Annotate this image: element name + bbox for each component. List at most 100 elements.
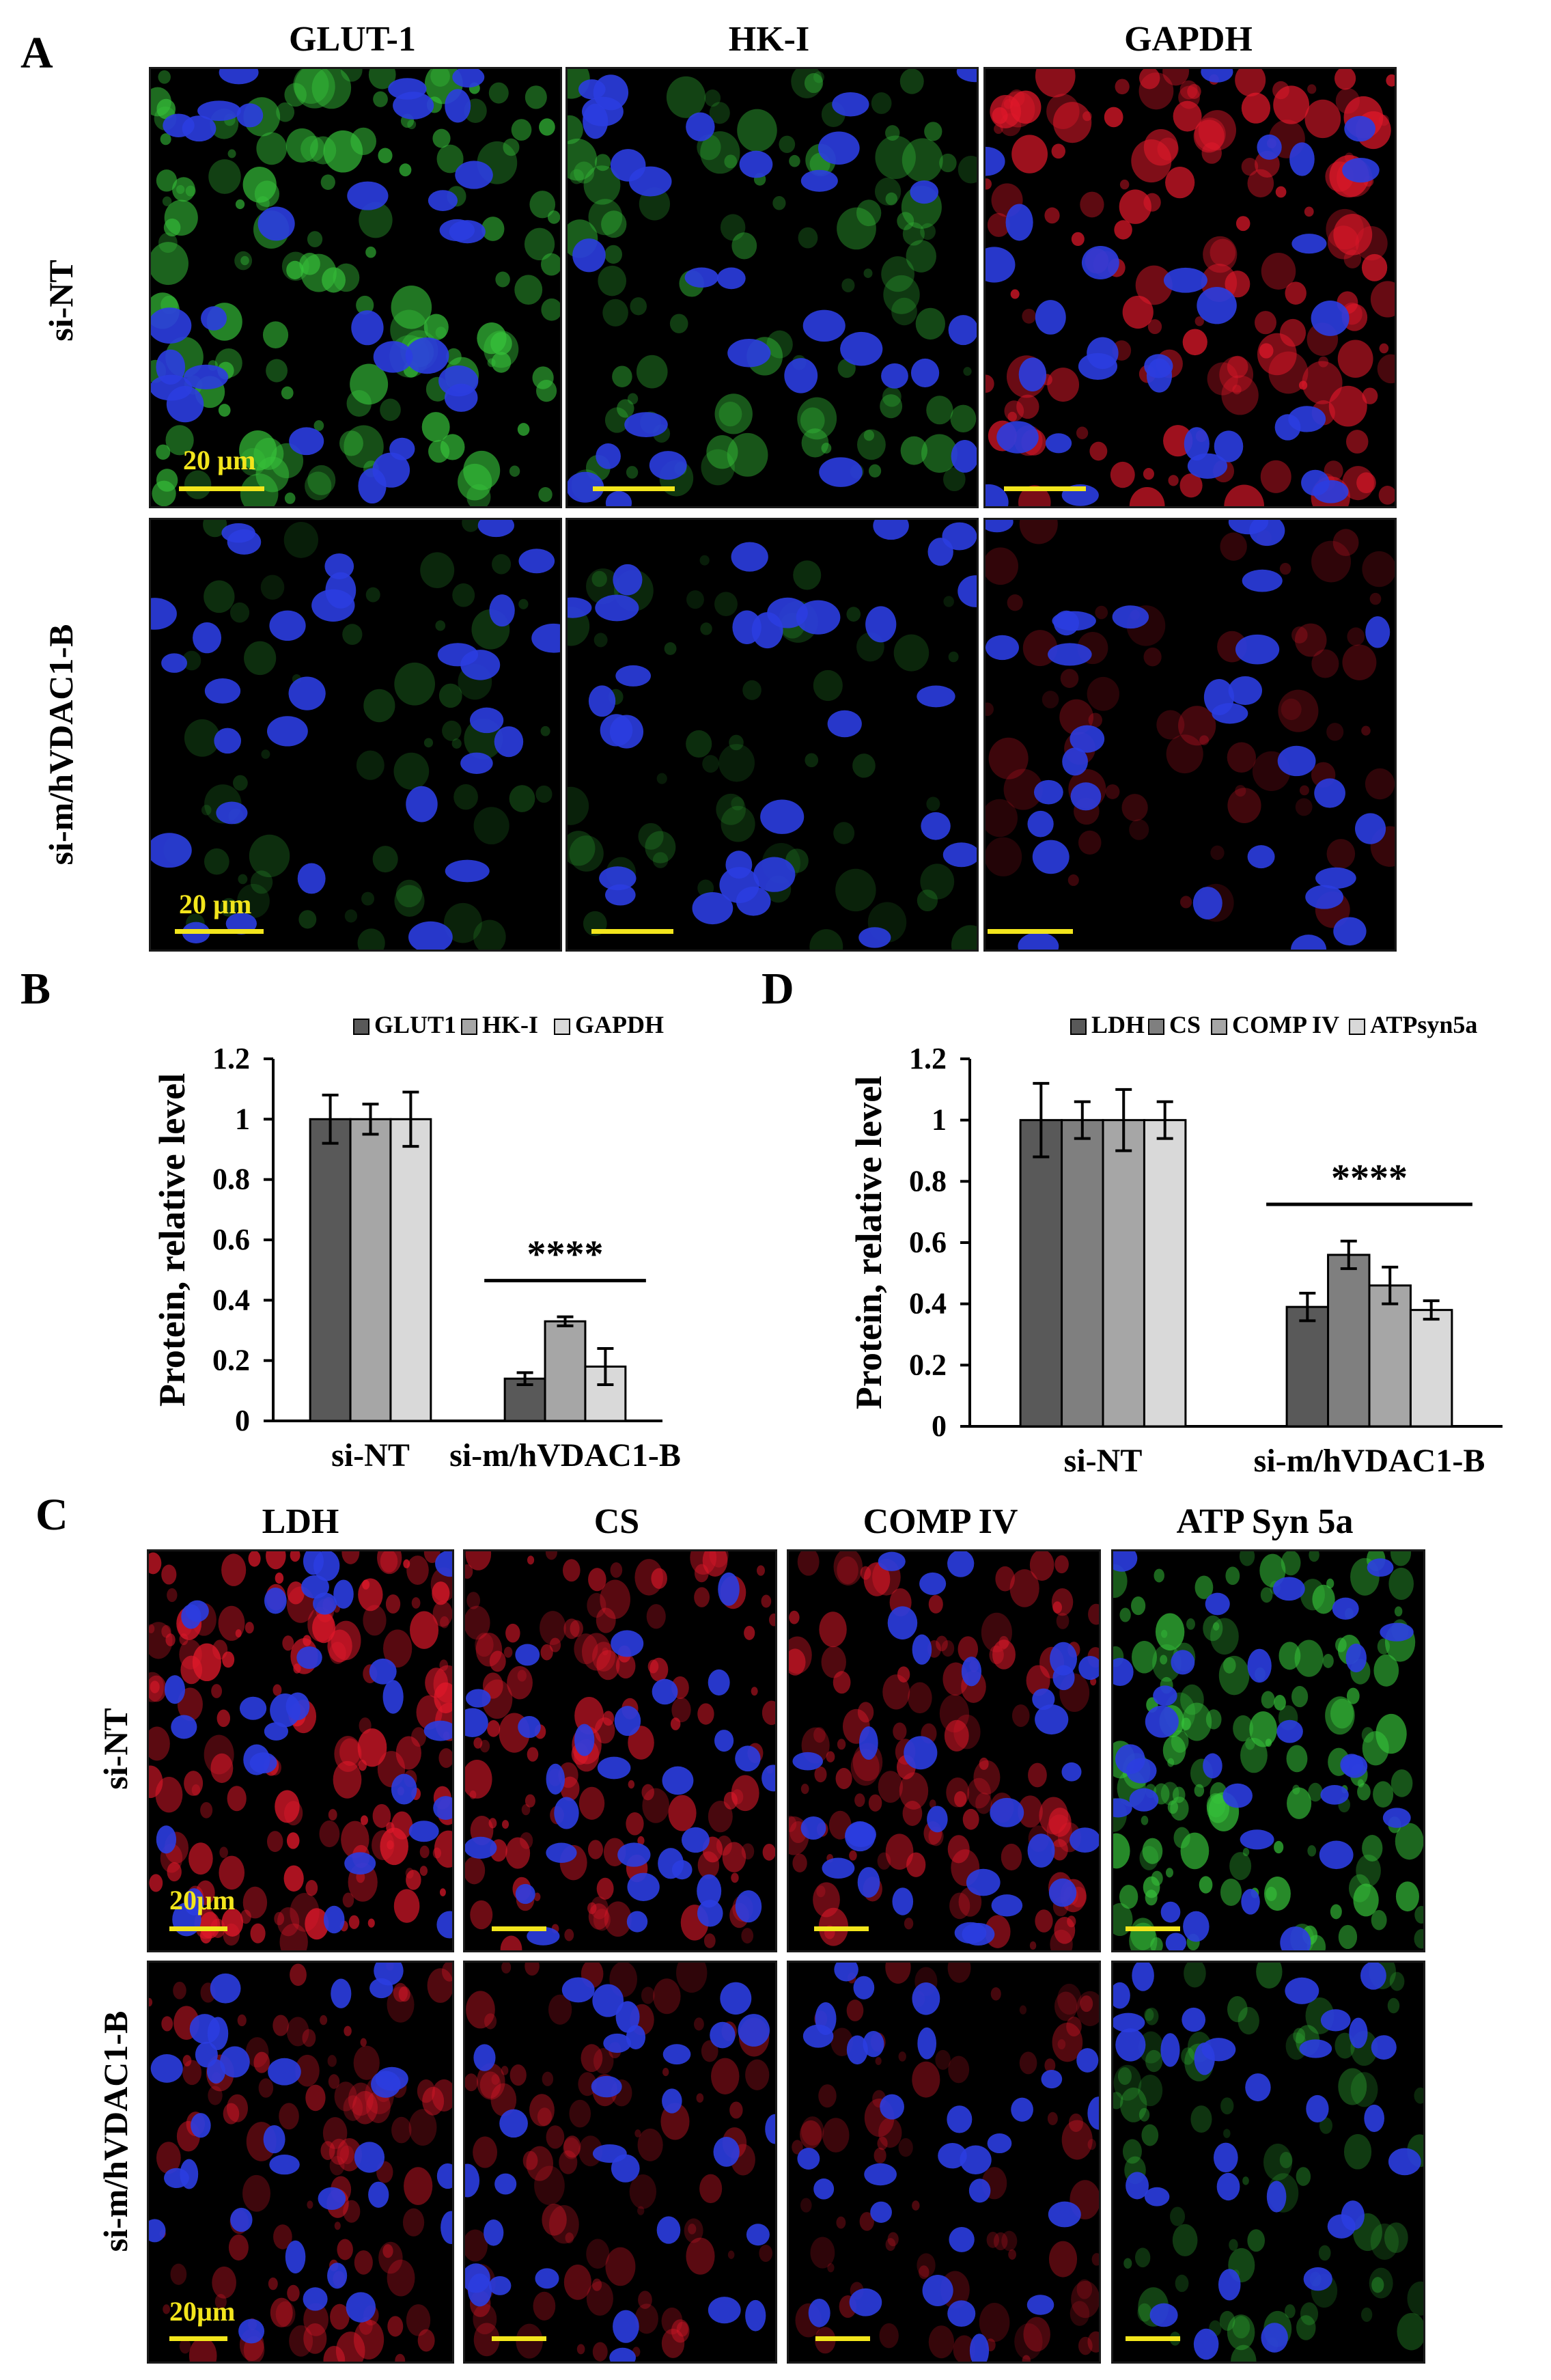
error-bar (1156, 1100, 1173, 1140)
panel-c-letter: C (36, 1490, 68, 1540)
row-label-si-vdac1: si-m/hVDAC1-B (42, 624, 80, 866)
micrograph-c-r0-c0 (147, 1549, 454, 1952)
panel-b-letter: B (20, 964, 51, 1014)
scale-bar-a-r0-c0 (179, 486, 264, 491)
scale-label-a-bottom: 20 µm (179, 889, 252, 919)
micrograph-image (1113, 1963, 1423, 2362)
micrograph-image (789, 1963, 1099, 2362)
error-bar (597, 1347, 614, 1386)
column-title-comp-iv: COMP IV (863, 1502, 1018, 1541)
y-axis-label: Protein, relative level (848, 1076, 889, 1409)
legend-label: CS (1169, 1011, 1201, 1038)
micrograph-a-r0-c2 (983, 67, 1397, 508)
significance-stars: **** (527, 1234, 604, 1276)
column-title-atp-syn-5a: ATP Syn 5a (1176, 1502, 1354, 1541)
micrograph-c-r1-c1 (463, 1961, 777, 2364)
error-bar (516, 1371, 533, 1386)
y-tick-label: 0.6 (212, 1223, 250, 1256)
column-title-gapdh: GAPDH (1124, 20, 1253, 59)
error-bar (402, 1090, 419, 1148)
scale-bar-c-r0-c0 (169, 1926, 227, 1931)
micrograph-image (1113, 1551, 1423, 1950)
x-tick-label: si-NT (331, 1437, 410, 1473)
micrograph-c-r0-c3 (1111, 1549, 1425, 1952)
micrograph-image (149, 1551, 452, 1950)
x-tick-label: si-NT (1064, 1443, 1143, 1479)
y-tick-label: 0.8 (212, 1163, 250, 1196)
scale-label-a-top: 20 µm (183, 445, 256, 475)
error-bar (362, 1103, 379, 1136)
micrograph-c-r1-c3 (1111, 1961, 1425, 2364)
y-tick-label: 0.2 (909, 1348, 947, 1381)
error-bar (1382, 1265, 1399, 1305)
micrograph-a-r0-c0 (149, 67, 562, 508)
x-tick-label: si-m/hVDAC1-B (449, 1437, 681, 1473)
micrograph-image (986, 520, 1395, 950)
column-title-glut1: GLUT-1 (289, 20, 416, 59)
chart-b: 0 0.2 0.4 0.6 0.8 1 1.2 Protein, relative level… (152, 1011, 681, 1473)
bar (544, 1320, 587, 1422)
bar (1019, 1119, 1063, 1428)
legend-label: ATPsyn5a (1370, 1011, 1477, 1038)
y-tick-label: 0.4 (212, 1283, 250, 1316)
bar (1102, 1119, 1145, 1428)
micrograph-image (986, 69, 1395, 506)
y-tick-label: 0 (235, 1404, 250, 1437)
error-bar (1074, 1100, 1091, 1140)
legend-swatch (1148, 1019, 1164, 1035)
column-title-hk1: HK-I (728, 20, 810, 59)
y-axis-label: Protein, relative level (152, 1073, 193, 1407)
scale-bar-a-r0-c1 (593, 486, 675, 491)
bar (1285, 1305, 1330, 1428)
scale-bar-a-r0-c2 (1004, 486, 1086, 491)
legend-swatch (1349, 1019, 1365, 1035)
legend-swatch (353, 1019, 369, 1035)
y-tick-label: 1.2 (212, 1042, 250, 1075)
error-bar (1299, 1291, 1316, 1323)
micrograph-a-r1-c0 (149, 518, 562, 952)
y-tick-label: 0.6 (909, 1226, 947, 1259)
error-bar (1033, 1081, 1050, 1159)
panel-d-letter: D (761, 964, 794, 1014)
scale-label-c-top: 20µm (169, 1885, 236, 1915)
micrograph-image (151, 520, 560, 950)
scale-bar-c-r0-c2 (814, 1926, 869, 1931)
scale-bar-c-r1-c1 (492, 2336, 546, 2341)
bar (389, 1118, 432, 1422)
micrograph-image (568, 520, 977, 950)
y-tick-label: 1 (235, 1102, 250, 1135)
scale-bar-c-r1-c0 (169, 2336, 227, 2341)
bar (309, 1118, 352, 1422)
scale-bar-c-r0-c1 (492, 1926, 546, 1931)
y-tick-label: 0.4 (909, 1287, 947, 1320)
micrograph-a-r1-c2 (983, 518, 1397, 952)
panel-a-letter: A (20, 28, 53, 78)
scale-bar-c-r1-c3 (1126, 2336, 1180, 2341)
y-tick-label: 1.2 (909, 1042, 947, 1075)
y-tick-label: 1 (932, 1103, 947, 1137)
column-title-ldh: LDH (262, 1502, 339, 1541)
legend-label: GLUT1 (374, 1011, 456, 1038)
scale-bar-a-r1-c1 (591, 929, 673, 934)
scale-label-c-bottom: 20µm (169, 2296, 236, 2327)
micrograph-image (568, 69, 977, 506)
error-bar (1423, 1299, 1440, 1321)
legend-label: HK-I (482, 1011, 538, 1038)
legend-label: GAPDH (575, 1011, 664, 1038)
micrograph-image (151, 69, 560, 506)
bar (349, 1118, 392, 1422)
micrograph-a-r0-c1 (565, 67, 979, 508)
legend-swatch (554, 1019, 570, 1035)
y-tick-label: 0 (932, 1409, 947, 1443)
micrograph-c-r1-c2 (787, 1961, 1101, 2364)
scale-bar-c-r0-c3 (1126, 1926, 1180, 1931)
scale-bar-c-r1-c2 (815, 2336, 870, 2341)
row-label-c-si-vdac1: si-m/hVDAC1-B (96, 2010, 135, 2252)
bar (1327, 1254, 1371, 1428)
bar (1143, 1119, 1187, 1428)
column-title-cs: CS (593, 1502, 640, 1541)
scale-bar-a-r1-c0 (175, 929, 264, 934)
legend-swatch (1211, 1019, 1227, 1035)
legend-swatch (461, 1019, 477, 1035)
legend-label: COMP IV (1232, 1011, 1339, 1038)
